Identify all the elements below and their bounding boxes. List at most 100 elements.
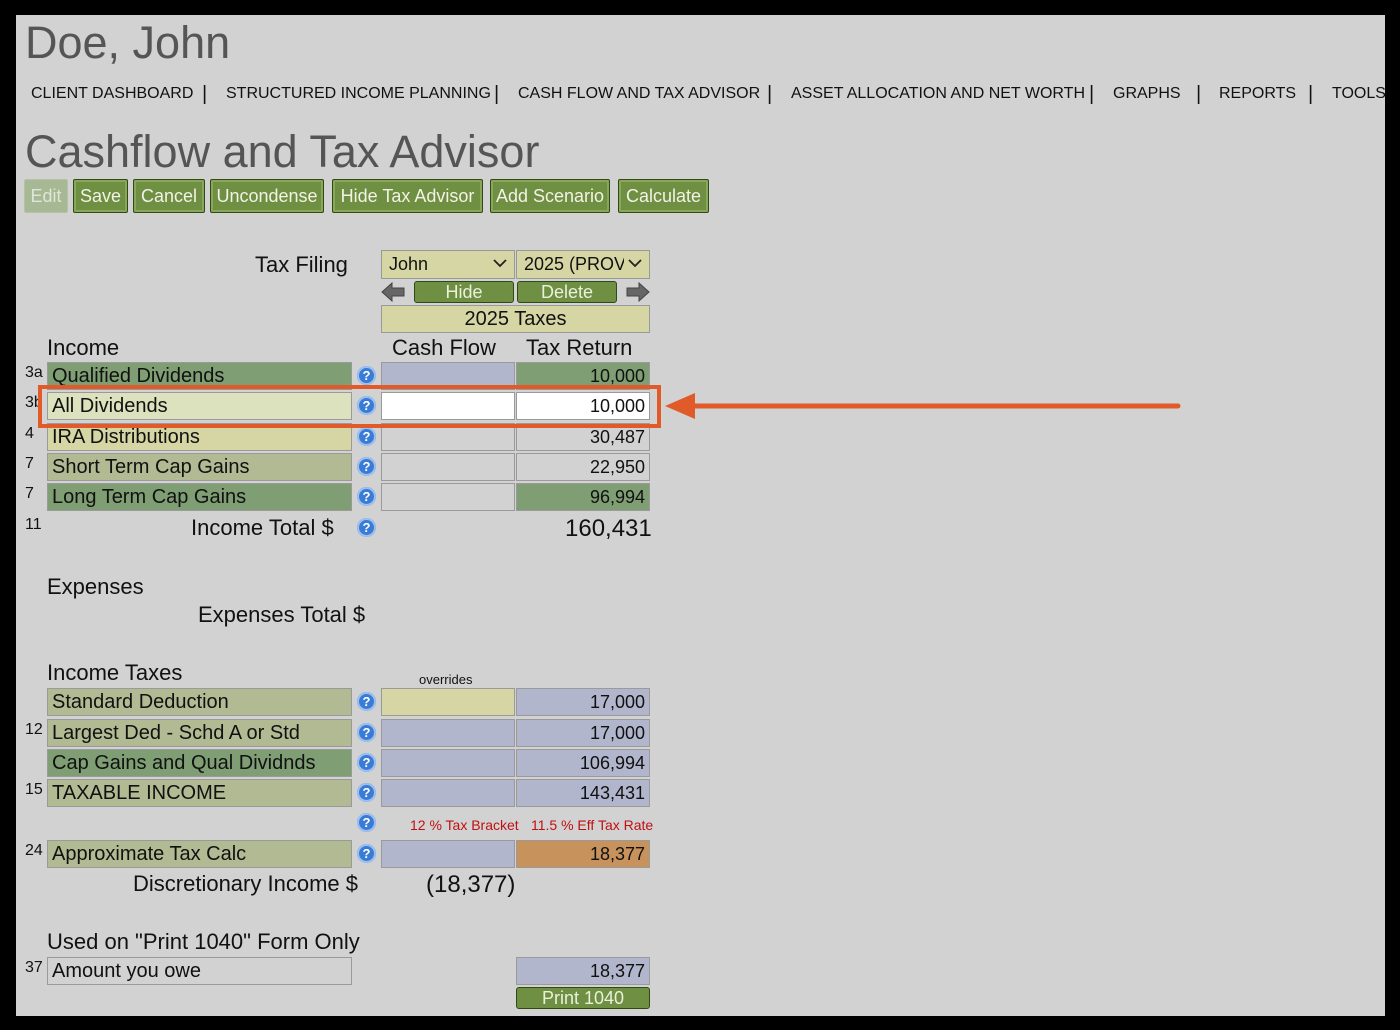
- tax-bracket-note: 12 % Tax Bracket: [410, 817, 519, 833]
- nav-divider: |: [494, 83, 500, 105]
- tax-return-value[interactable]: 96,994: [516, 483, 650, 511]
- income-total-label: Income Total $: [191, 515, 334, 540]
- calculate-button[interactable]: Calculate: [618, 179, 709, 213]
- nav-tools[interactable]: TOOLS: [1332, 85, 1385, 102]
- tax-year-select[interactable]: 2025 (PROV): [516, 250, 650, 279]
- help-icon[interactable]: ?: [357, 487, 376, 506]
- nav-graphs[interactable]: GRAPHS: [1113, 85, 1181, 102]
- cash-flow-column-header: Cash Flow: [392, 335, 496, 360]
- row-label-standard-deduction: Standard Deduction: [47, 688, 352, 716]
- uncondense-button[interactable]: Uncondense: [210, 179, 324, 213]
- nav-divider: |: [202, 83, 208, 105]
- client-name: Doe, John: [25, 17, 231, 68]
- delete-button[interactable]: Delete: [517, 281, 617, 303]
- tax-return-input[interactable]: 10,000: [516, 392, 650, 420]
- nav-divider: |: [767, 83, 773, 105]
- overrides-label: overrides: [419, 672, 473, 687]
- row-label-taxable-income: TAXABLE INCOME: [47, 779, 352, 807]
- nav-divider: |: [1308, 83, 1314, 105]
- page-title: Cashflow and Tax Advisor: [25, 126, 540, 177]
- nav-client-dashboard[interactable]: CLIENT DASHBOARD: [31, 85, 194, 102]
- filer-select-value: John: [389, 254, 429, 274]
- help-icon[interactable]: ?: [357, 427, 376, 446]
- app-page: Doe, John CLIENT DASHBOARD | STRUCTURED …: [16, 15, 1385, 1016]
- amount-you-owe-value: 18,377: [516, 957, 650, 985]
- largest-deduction-value: 17,000: [516, 719, 650, 747]
- standard-deduction-value: 17,000: [516, 688, 650, 716]
- nav-divider: |: [1089, 83, 1095, 105]
- line-number: 37: [25, 959, 43, 976]
- help-icon[interactable]: ?: [357, 753, 376, 772]
- main-nav: CLIENT DASHBOARD | STRUCTURED INCOME PLA…: [16, 83, 1385, 107]
- row-label-short-term-cap-gains: Short Term Cap Gains: [47, 453, 352, 481]
- row-label-long-term-cap-gains: Long Term Cap Gains: [47, 483, 352, 511]
- override-input[interactable]: [381, 779, 515, 807]
- right-arrow-icon[interactable]: [625, 281, 651, 303]
- form-1040-section-title: Used on "Print 1040" Form Only: [47, 929, 360, 954]
- cap-gains-qual-dividends-value: 106,994: [516, 749, 650, 777]
- help-icon[interactable]: ?: [357, 844, 376, 863]
- row-label-largest-deduction: Largest Ded - Schd A or Std: [47, 719, 352, 747]
- cash-flow-input[interactable]: [381, 483, 515, 511]
- chevron-down-icon: [493, 259, 507, 268]
- line-number: 4: [25, 425, 34, 442]
- tax-return-value[interactable]: 22,950: [516, 453, 650, 481]
- income-total-value: 160,431: [565, 515, 652, 542]
- override-input[interactable]: [381, 840, 515, 868]
- line-number: 11: [25, 516, 42, 533]
- discretionary-income-label: Discretionary Income $: [133, 871, 358, 896]
- row-label-approximate-tax-calc: Approximate Tax Calc: [47, 840, 352, 868]
- approximate-tax-value: 18,377: [516, 840, 650, 868]
- line-number: 12: [25, 721, 43, 738]
- add-scenario-button[interactable]: Add Scenario: [490, 179, 610, 213]
- nav-cash-flow-tax-advisor[interactable]: CASH FLOW AND TAX ADVISOR: [518, 85, 761, 102]
- help-icon[interactable]: ?: [357, 457, 376, 476]
- help-icon[interactable]: ?: [357, 518, 376, 537]
- override-input[interactable]: [381, 719, 515, 747]
- help-icon[interactable]: ?: [357, 723, 376, 742]
- row-label-amount-you-owe: Amount you owe: [47, 957, 352, 985]
- chevron-down-icon: [628, 259, 642, 268]
- tax-return-column-header: Tax Return: [526, 335, 633, 360]
- override-input[interactable]: [381, 749, 515, 777]
- line-number: 7: [25, 455, 34, 472]
- cash-flow-input[interactable]: [381, 453, 515, 481]
- income-taxes-section-title: Income Taxes: [47, 660, 183, 685]
- print-1040-button[interactable]: Print 1040: [516, 987, 650, 1009]
- line-number: 3b: [25, 394, 38, 411]
- line-number: 24: [25, 842, 43, 859]
- expenses-total-label: Expenses Total $: [198, 602, 366, 627]
- highlight-box: [38, 385, 661, 428]
- nav-structured-income-planning[interactable]: STRUCTURED INCOME PLANNING: [226, 85, 491, 102]
- discretionary-income-value: (18,377): [426, 871, 516, 898]
- save-button[interactable]: Save: [73, 179, 128, 213]
- hide-tax-advisor-button[interactable]: Hide Tax Advisor: [332, 179, 483, 213]
- cash-flow-input[interactable]: [381, 392, 515, 420]
- help-icon[interactable]: ?: [357, 692, 376, 711]
- override-input[interactable]: [381, 688, 515, 716]
- cancel-button[interactable]: Cancel: [133, 179, 205, 213]
- taxes-year-header: 2025 Taxes: [381, 305, 650, 333]
- taxable-income-value: 143,431: [516, 779, 650, 807]
- help-icon[interactable]: ?: [357, 783, 376, 802]
- effective-tax-rate-note: 11.5 % Eff Tax Rate: [531, 817, 654, 833]
- filer-select[interactable]: John: [381, 250, 515, 279]
- line-number: 15: [25, 781, 43, 798]
- nav-reports[interactable]: REPORTS: [1219, 85, 1297, 102]
- line-number: 7: [25, 485, 34, 502]
- help-icon[interactable]: ?: [357, 813, 376, 832]
- expenses-section-title: Expenses: [47, 574, 144, 599]
- row-label-all-dividends: All Dividends: [47, 392, 352, 420]
- help-icon[interactable]: ?: [357, 366, 376, 385]
- tax-filing-label: Tax Filing: [255, 252, 348, 277]
- row-label-cap-gains-qual-dividends: Cap Gains and Qual Dividnds: [47, 749, 352, 777]
- left-arrow-icon[interactable]: [380, 281, 406, 303]
- help-icon[interactable]: ?: [357, 396, 376, 415]
- line-number: 3a: [25, 364, 43, 381]
- callout-arrow: [665, 393, 1181, 419]
- hide-button[interactable]: Hide: [414, 281, 514, 303]
- nav-asset-allocation[interactable]: ASSET ALLOCATION AND NET WORTH: [791, 85, 1085, 102]
- edit-button[interactable]: Edit: [24, 179, 68, 213]
- nav-divider: |: [1196, 83, 1202, 105]
- tax-year-select-value: 2025 (PROV): [524, 254, 624, 274]
